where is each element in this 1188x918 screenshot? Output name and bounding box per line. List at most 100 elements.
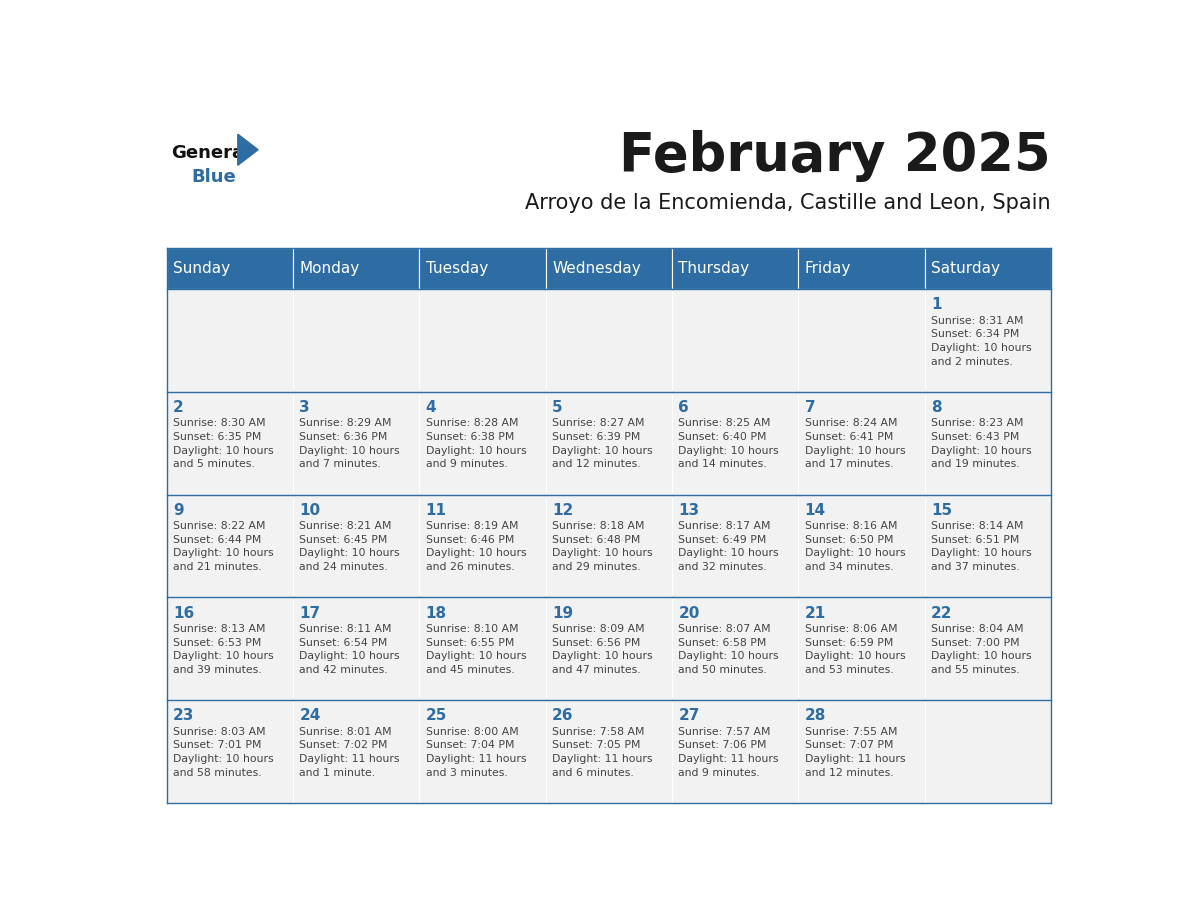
Bar	[672, 598, 798, 700]
Text: 1: 1	[931, 297, 941, 312]
Bar	[545, 248, 672, 289]
Text: Sunrise: 8:07 AM
Sunset: 6:58 PM
Daylight: 10 hours
and 50 minutes.: Sunrise: 8:07 AM Sunset: 6:58 PM Dayligh…	[678, 624, 779, 675]
Text: Wednesday: Wednesday	[552, 261, 640, 276]
Text: 16: 16	[173, 606, 195, 621]
Text: 8: 8	[931, 400, 941, 415]
Text: Sunrise: 8:16 AM
Sunset: 6:50 PM
Daylight: 10 hours
and 34 minutes.: Sunrise: 8:16 AM Sunset: 6:50 PM Dayligh…	[804, 521, 905, 572]
Bar	[419, 495, 545, 598]
Text: 9: 9	[173, 503, 184, 518]
Text: Sunrise: 8:19 AM
Sunset: 6:46 PM
Daylight: 10 hours
and 26 minutes.: Sunrise: 8:19 AM Sunset: 6:46 PM Dayligh…	[425, 521, 526, 572]
Bar	[924, 289, 1051, 392]
Text: Sunrise: 8:17 AM
Sunset: 6:49 PM
Daylight: 10 hours
and 32 minutes.: Sunrise: 8:17 AM Sunset: 6:49 PM Dayligh…	[678, 521, 779, 572]
Text: 18: 18	[425, 606, 447, 621]
Bar	[798, 392, 924, 495]
Text: Sunrise: 7:55 AM
Sunset: 7:07 PM
Daylight: 11 hours
and 12 minutes.: Sunrise: 7:55 AM Sunset: 7:07 PM Dayligh…	[804, 727, 905, 778]
Text: 23: 23	[173, 709, 195, 723]
Text: 27: 27	[678, 709, 700, 723]
Text: Friday: Friday	[804, 261, 851, 276]
Text: 24: 24	[299, 709, 321, 723]
Bar	[545, 700, 672, 803]
Text: Monday: Monday	[299, 261, 360, 276]
Bar	[672, 392, 798, 495]
Bar	[545, 289, 672, 392]
Text: Sunrise: 8:04 AM
Sunset: 7:00 PM
Daylight: 10 hours
and 55 minutes.: Sunrise: 8:04 AM Sunset: 7:00 PM Dayligh…	[931, 624, 1031, 675]
Text: Sunrise: 8:00 AM
Sunset: 7:04 PM
Daylight: 11 hours
and 3 minutes.: Sunrise: 8:00 AM Sunset: 7:04 PM Dayligh…	[425, 727, 526, 778]
Text: 15: 15	[931, 503, 952, 518]
Text: Sunrise: 7:58 AM
Sunset: 7:05 PM
Daylight: 11 hours
and 6 minutes.: Sunrise: 7:58 AM Sunset: 7:05 PM Dayligh…	[552, 727, 652, 778]
Text: Sunday: Sunday	[173, 261, 230, 276]
Text: 11: 11	[425, 503, 447, 518]
Bar	[924, 598, 1051, 700]
Bar	[293, 289, 419, 392]
Text: 26: 26	[552, 709, 574, 723]
Bar	[545, 598, 672, 700]
Text: Sunrise: 8:09 AM
Sunset: 6:56 PM
Daylight: 10 hours
and 47 minutes.: Sunrise: 8:09 AM Sunset: 6:56 PM Dayligh…	[552, 624, 652, 675]
Text: Sunrise: 8:18 AM
Sunset: 6:48 PM
Daylight: 10 hours
and 29 minutes.: Sunrise: 8:18 AM Sunset: 6:48 PM Dayligh…	[552, 521, 652, 572]
Text: 21: 21	[804, 606, 826, 621]
Text: Sunrise: 8:14 AM
Sunset: 6:51 PM
Daylight: 10 hours
and 37 minutes.: Sunrise: 8:14 AM Sunset: 6:51 PM Dayligh…	[931, 521, 1031, 572]
Bar	[166, 495, 293, 598]
Bar	[924, 392, 1051, 495]
Bar	[293, 495, 419, 598]
Text: Sunrise: 8:29 AM
Sunset: 6:36 PM
Daylight: 10 hours
and 7 minutes.: Sunrise: 8:29 AM Sunset: 6:36 PM Dayligh…	[299, 419, 400, 469]
Text: Sunrise: 8:06 AM
Sunset: 6:59 PM
Daylight: 10 hours
and 53 minutes.: Sunrise: 8:06 AM Sunset: 6:59 PM Dayligh…	[804, 624, 905, 675]
Text: 2: 2	[173, 400, 184, 415]
Bar	[672, 248, 798, 289]
Text: Sunrise: 8:21 AM
Sunset: 6:45 PM
Daylight: 10 hours
and 24 minutes.: Sunrise: 8:21 AM Sunset: 6:45 PM Dayligh…	[299, 521, 400, 572]
Text: Sunrise: 8:01 AM
Sunset: 7:02 PM
Daylight: 11 hours
and 1 minute.: Sunrise: 8:01 AM Sunset: 7:02 PM Dayligh…	[299, 727, 400, 778]
Text: 3: 3	[299, 400, 310, 415]
Bar	[293, 392, 419, 495]
Text: 17: 17	[299, 606, 321, 621]
Bar	[798, 495, 924, 598]
Bar	[419, 598, 545, 700]
Text: Sunrise: 8:31 AM
Sunset: 6:34 PM
Daylight: 10 hours
and 2 minutes.: Sunrise: 8:31 AM Sunset: 6:34 PM Dayligh…	[931, 316, 1031, 366]
Text: Sunrise: 7:57 AM
Sunset: 7:06 PM
Daylight: 11 hours
and 9 minutes.: Sunrise: 7:57 AM Sunset: 7:06 PM Dayligh…	[678, 727, 779, 778]
Bar	[419, 392, 545, 495]
Text: Sunrise: 8:25 AM
Sunset: 6:40 PM
Daylight: 10 hours
and 14 minutes.: Sunrise: 8:25 AM Sunset: 6:40 PM Dayligh…	[678, 419, 779, 469]
Text: Sunrise: 8:28 AM
Sunset: 6:38 PM
Daylight: 10 hours
and 9 minutes.: Sunrise: 8:28 AM Sunset: 6:38 PM Dayligh…	[425, 419, 526, 469]
Text: Sunrise: 8:24 AM
Sunset: 6:41 PM
Daylight: 10 hours
and 17 minutes.: Sunrise: 8:24 AM Sunset: 6:41 PM Dayligh…	[804, 419, 905, 469]
Bar	[798, 598, 924, 700]
Text: 4: 4	[425, 400, 436, 415]
Bar	[924, 248, 1051, 289]
Text: Sunrise: 8:13 AM
Sunset: 6:53 PM
Daylight: 10 hours
and 39 minutes.: Sunrise: 8:13 AM Sunset: 6:53 PM Dayligh…	[173, 624, 274, 675]
Text: Arroyo de la Encomienda, Castille and Leon, Spain: Arroyo de la Encomienda, Castille and Le…	[525, 194, 1051, 214]
Bar	[545, 495, 672, 598]
Bar	[293, 248, 419, 289]
Text: 20: 20	[678, 606, 700, 621]
Bar	[166, 289, 293, 392]
Text: Saturday: Saturday	[931, 261, 1000, 276]
Text: 5: 5	[552, 400, 563, 415]
Bar	[166, 700, 293, 803]
Bar	[293, 598, 419, 700]
Text: 12: 12	[552, 503, 574, 518]
Bar	[293, 700, 419, 803]
Bar	[672, 289, 798, 392]
Text: 28: 28	[804, 709, 826, 723]
Bar	[166, 598, 293, 700]
Bar	[924, 700, 1051, 803]
Text: 22: 22	[931, 606, 953, 621]
Text: Sunrise: 8:11 AM
Sunset: 6:54 PM
Daylight: 10 hours
and 42 minutes.: Sunrise: 8:11 AM Sunset: 6:54 PM Dayligh…	[299, 624, 400, 675]
Text: Sunrise: 8:03 AM
Sunset: 7:01 PM
Daylight: 10 hours
and 58 minutes.: Sunrise: 8:03 AM Sunset: 7:01 PM Dayligh…	[173, 727, 274, 778]
Text: Sunrise: 8:30 AM
Sunset: 6:35 PM
Daylight: 10 hours
and 5 minutes.: Sunrise: 8:30 AM Sunset: 6:35 PM Dayligh…	[173, 419, 274, 469]
Text: 14: 14	[804, 503, 826, 518]
Bar	[924, 495, 1051, 598]
Text: Sunrise: 8:22 AM
Sunset: 6:44 PM
Daylight: 10 hours
and 21 minutes.: Sunrise: 8:22 AM Sunset: 6:44 PM Dayligh…	[173, 521, 274, 572]
Text: 25: 25	[425, 709, 447, 723]
Text: Tuesday: Tuesday	[425, 261, 488, 276]
Text: Sunrise: 8:27 AM
Sunset: 6:39 PM
Daylight: 10 hours
and 12 minutes.: Sunrise: 8:27 AM Sunset: 6:39 PM Dayligh…	[552, 419, 652, 469]
Bar	[798, 700, 924, 803]
Bar	[798, 248, 924, 289]
Bar	[166, 248, 293, 289]
Text: Sunrise: 8:10 AM
Sunset: 6:55 PM
Daylight: 10 hours
and 45 minutes.: Sunrise: 8:10 AM Sunset: 6:55 PM Dayligh…	[425, 624, 526, 675]
Text: 6: 6	[678, 400, 689, 415]
Text: Sunrise: 8:23 AM
Sunset: 6:43 PM
Daylight: 10 hours
and 19 minutes.: Sunrise: 8:23 AM Sunset: 6:43 PM Dayligh…	[931, 419, 1031, 469]
Text: 13: 13	[678, 503, 700, 518]
Bar	[419, 289, 545, 392]
Polygon shape	[238, 134, 258, 165]
Bar	[672, 495, 798, 598]
Bar	[419, 248, 545, 289]
Bar	[672, 700, 798, 803]
Bar	[545, 392, 672, 495]
